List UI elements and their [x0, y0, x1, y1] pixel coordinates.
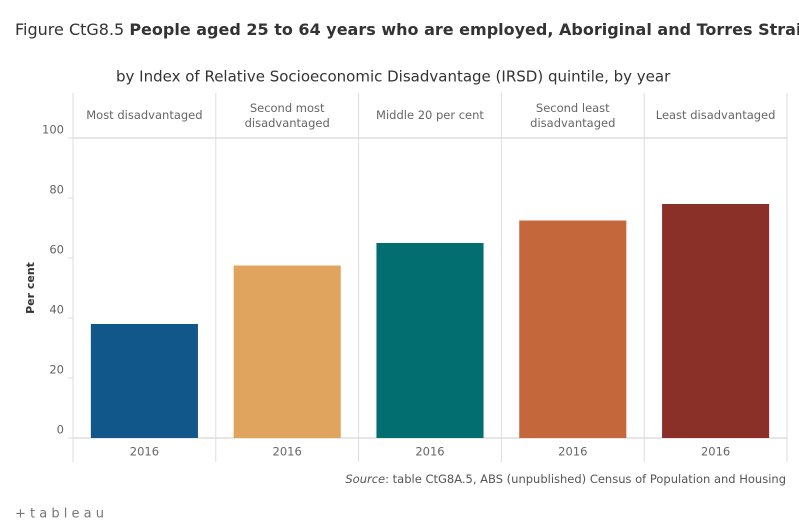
panel-header-label: Least disadvantaged — [655, 108, 776, 122]
title-prefix: Figure CtG8.5 — [15, 20, 124, 39]
bar — [90, 324, 198, 438]
y-tick-label: 20 — [49, 363, 64, 377]
panel-header: Least disadvantaged — [655, 108, 776, 122]
x-tick-label: 2016 — [701, 445, 730, 459]
y-tick-label: 0 — [57, 423, 64, 437]
title-main: People aged 25 to 64 years who are emplo… — [129, 20, 799, 39]
panel-header-label: Second least disadvantaged — [530, 100, 616, 130]
x-tick-label: 2016 — [415, 445, 444, 459]
x-tick-label: 2016 — [558, 445, 587, 459]
source-note: Source: table CtG8A.5, ABS (unpublished)… — [345, 472, 786, 486]
chart-subtitle: by Index of Relative Socioeconomic Disad… — [116, 68, 671, 86]
panel-header: Second most disadvantaged — [244, 100, 330, 130]
bar — [519, 220, 627, 438]
x-tick-label: 2016 — [273, 445, 302, 459]
panel-header: Middle 20 per cent — [376, 108, 484, 122]
panel-header-label: Most disadvantaged — [86, 108, 203, 122]
panel-header: Second least disadvantaged — [530, 100, 616, 130]
bar — [662, 204, 770, 438]
panel-header-label: Second most disadvantaged — [244, 100, 330, 130]
bar — [376, 243, 484, 438]
y-tick-label: 80 — [49, 183, 64, 197]
chart-title: Figure CtG8.5 People aged 25 to 64 years… — [15, 20, 799, 39]
panel-header-label: Middle 20 per cent — [376, 108, 484, 122]
bar — [233, 265, 341, 438]
source-text: : table CtG8A.5, ABS (unpublished) Censu… — [385, 472, 786, 486]
logo: + t a b l e a u — [15, 507, 104, 522]
y-tick-label: 60 — [49, 243, 64, 257]
y-axis-label: Per cent — [24, 262, 37, 314]
x-tick-label: 2016 — [130, 445, 159, 459]
y-tick-label: 100 — [42, 123, 64, 137]
source-label: Source — [345, 472, 385, 486]
y-tick-label: 40 — [49, 303, 64, 317]
panel-header: Most disadvantaged — [86, 108, 203, 122]
